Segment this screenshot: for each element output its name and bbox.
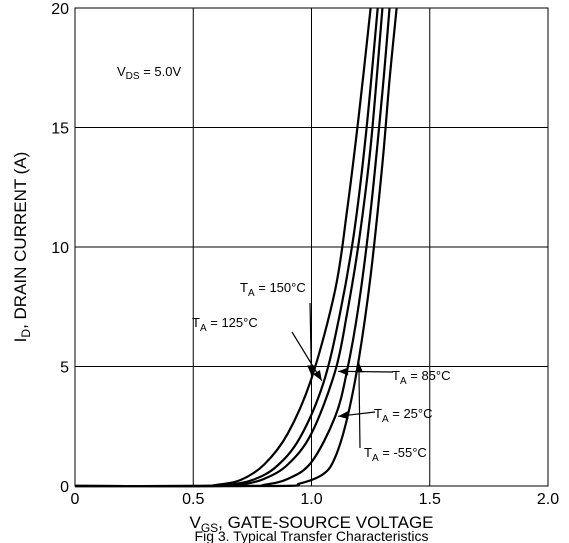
y-tick-labels: 0 5 10 15 20 bbox=[51, 1, 69, 496]
annotation-arrowhead bbox=[313, 370, 322, 381]
x-axis-title-sub: GS bbox=[201, 521, 218, 535]
y-tick-label: 5 bbox=[60, 360, 69, 377]
curves bbox=[74, 7, 398, 488]
y-axis-title-main: I bbox=[11, 338, 30, 343]
series-label-85c: TA = 85°C bbox=[392, 368, 451, 387]
series-line-minus55c bbox=[74, 7, 398, 488]
series-label-25c: TA = 25°C bbox=[374, 406, 433, 425]
annotation-leaders bbox=[291, 302, 394, 449]
annotation-arrowhead bbox=[338, 367, 349, 376]
annotation-arrowhead bbox=[338, 411, 349, 420]
y-axis-title: ID, DRAIN CURRENT (A) bbox=[11, 152, 33, 343]
x-tick-label: 1.5 bbox=[419, 491, 441, 508]
figure-caption: Fig 3. Typical Transfer Characteristics bbox=[195, 528, 429, 543]
y-axis-title-rest: , DRAIN CURRENT (A) bbox=[11, 152, 30, 329]
condition-main: V bbox=[117, 64, 126, 79]
series-label-minus55c: TA = -55°C bbox=[364, 445, 427, 464]
x-tick-label: 0 bbox=[71, 491, 80, 508]
x-tick-label: 2.0 bbox=[537, 491, 559, 508]
annotation-arrowhead bbox=[307, 365, 316, 376]
y-tick-label: 10 bbox=[51, 240, 69, 257]
condition-sub: DS bbox=[126, 71, 140, 82]
series-label-125c: TA = 125°C bbox=[192, 315, 258, 334]
y-tick-label: 20 bbox=[51, 1, 69, 18]
x-axis-title-main: V bbox=[189, 513, 201, 532]
x-tick-label: 0.5 bbox=[182, 491, 204, 508]
series-label-150c: TA = 150°C bbox=[240, 280, 306, 299]
y-axis-title-sub: D bbox=[19, 329, 33, 338]
x-tick-label: 1.0 bbox=[300, 491, 322, 508]
condition-rest: = 5.0V bbox=[140, 64, 182, 79]
y-tick-label: 0 bbox=[60, 479, 69, 496]
annotation-leader-minus55c bbox=[358, 362, 361, 449]
condition-label: VDS = 5.0V bbox=[117, 64, 181, 82]
x-axis-title: VGS, GATE-SOURCE VOLTAGE bbox=[189, 513, 433, 535]
x-tick-labels: 0 0.5 1.0 1.5 2.0 bbox=[71, 491, 560, 508]
annotation-arrowhead bbox=[354, 362, 363, 373]
y-tick-label: 15 bbox=[51, 121, 69, 138]
x-axis-title-rest: , GATE-SOURCE VOLTAGE bbox=[218, 513, 433, 532]
grid bbox=[75, 8, 548, 486]
